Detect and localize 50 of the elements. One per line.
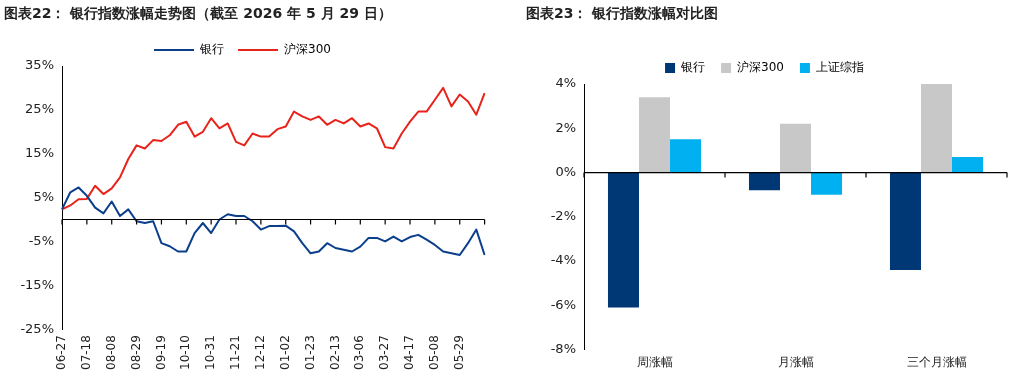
y-tick-label: -8% [550,340,576,356]
x-tick-label: 01-02 [277,335,292,371]
bar [920,84,953,173]
x-tick-label: 三个月涨幅 [906,354,967,369]
x-tick-label: 10-31 [203,335,218,371]
x-tick-label: 07-18 [78,335,93,371]
legend-label: 沪深300 [737,60,784,75]
x-tick-label: 04-17 [402,335,417,371]
bar [670,139,702,173]
chart-title: 图表23： 银行指数涨幅对比图 [525,4,720,23]
y-tick-label: 2% [555,119,576,135]
y-tick-label: -15% [20,276,54,292]
y-tick-label: 4% [555,75,576,91]
legend-label: 上证综指 [815,60,864,75]
x-tick-label: 周涨幅 [636,354,673,369]
chart-title: 图表22： 银行指数涨幅走势图（截至 2026 年 5 月 29 日） [3,4,393,23]
x-tick-label: 08-08 [103,335,118,371]
x-tick-label: 11-21 [228,335,243,371]
bar [607,172,639,308]
bar [952,157,984,173]
x-tick-label: 05-29 [451,335,466,371]
y-tick-label: -25% [20,320,54,336]
x-tick-label: 03-06 [352,335,367,371]
y-tick-label: -6% [550,296,576,312]
x-tick-label: 10-10 [178,335,193,371]
x-tick-label: 09-19 [153,335,168,371]
legend-label: 银行 [199,42,225,57]
y-tick-label: 0% [555,163,576,179]
y-tick-label: -2% [550,208,576,224]
legend-label: 银行 [680,60,706,75]
bar [889,172,921,270]
y-tick-label: 15% [25,145,54,161]
x-tick-label: 02-13 [327,335,342,371]
y-tick-label: 25% [25,101,54,117]
bar [748,172,780,191]
x-tick-label: 12-12 [253,335,267,371]
x-tick-label: 08-29 [128,335,143,371]
bar [638,97,671,173]
x-tick-label: 03-27 [377,335,392,371]
y-tick-label: -5% [28,232,54,248]
x-tick-label: 01-23 [302,335,317,371]
x-tick-label: 月涨幅 [777,354,814,369]
bar [811,172,843,195]
x-tick-label: 06-27 [54,335,69,371]
y-tick-label: 35% [25,57,54,73]
bar [779,123,812,173]
x-tick-label: 05-08 [427,335,442,371]
y-tick-label: -4% [550,252,576,268]
legend-label: 沪深300 [284,42,331,57]
y-tick-label: 5% [33,188,54,204]
